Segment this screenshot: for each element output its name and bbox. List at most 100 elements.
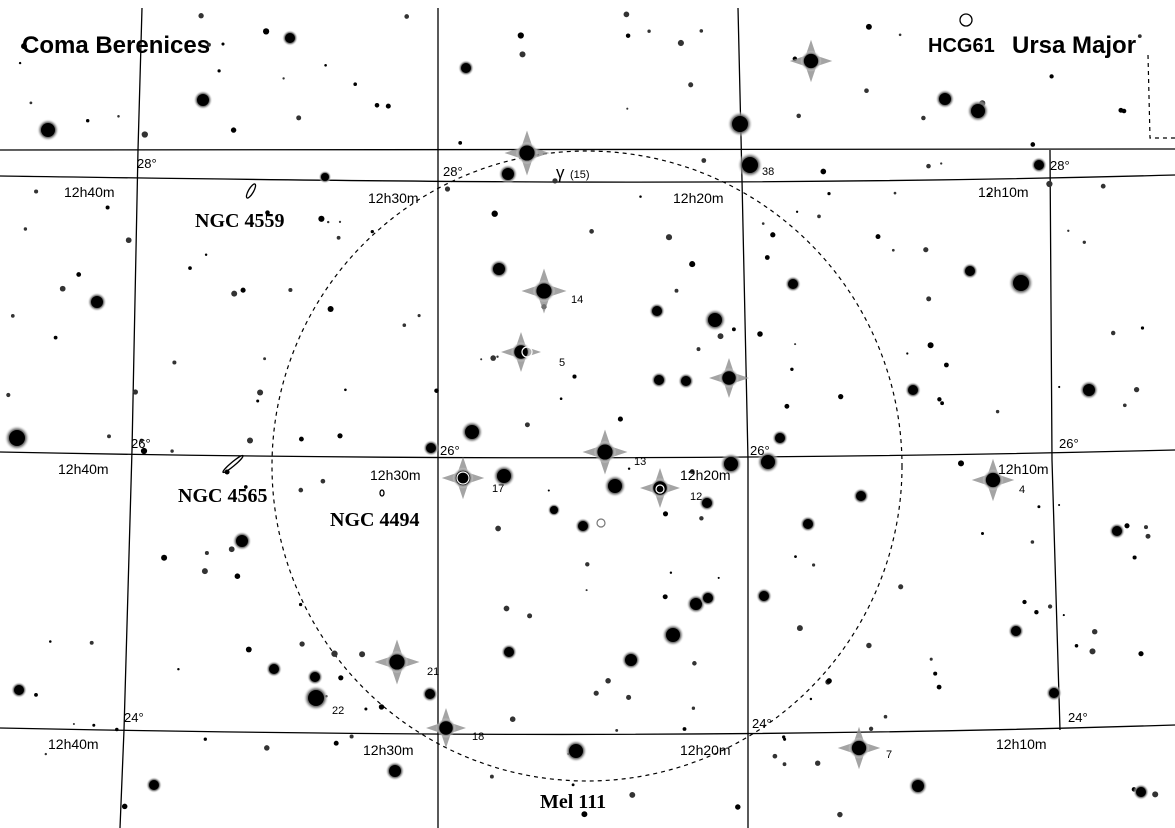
- faint-star: [417, 314, 421, 318]
- faint-star: [141, 131, 148, 138]
- faint-star: [257, 389, 264, 396]
- medium-stars: [4, 30, 1149, 800]
- faint-star: [117, 115, 120, 118]
- star: [282, 30, 298, 46]
- faint-star: [662, 594, 668, 600]
- faint-star: [201, 568, 208, 575]
- star-label: 13: [634, 456, 646, 468]
- faint-star: [327, 220, 330, 224]
- galaxy-ngc4494-symbol: [379, 489, 385, 497]
- faint-star: [1034, 610, 1039, 615]
- faint-star: [731, 327, 736, 332]
- faint-star: [1030, 142, 1036, 147]
- faint-star: [378, 704, 385, 710]
- star: [1008, 270, 1034, 296]
- faint-star: [177, 667, 180, 671]
- faint-star: [995, 409, 1000, 414]
- faint-star: [115, 727, 119, 732]
- star: [564, 739, 588, 763]
- faint-star: [353, 82, 357, 86]
- faint-star: [125, 237, 132, 244]
- star: [661, 623, 685, 647]
- star: [422, 686, 438, 702]
- faint-star: [1046, 180, 1053, 188]
- dec-label: 24°: [124, 710, 144, 725]
- dec-labels: 28° 28° 28° 26° 26° 26° 26° 24° 24° 24°: [124, 156, 1088, 731]
- faint-star: [581, 811, 588, 818]
- star: [460, 420, 484, 444]
- faint-star: [139, 438, 144, 443]
- faint-star: [794, 343, 797, 346]
- faint-star: [937, 397, 942, 402]
- faint-star: [627, 467, 631, 470]
- star: [756, 588, 772, 604]
- dec-label: 26°: [750, 443, 770, 458]
- ra-label: 12h20m: [680, 467, 731, 483]
- faint-star: [496, 355, 499, 358]
- dec-label: 28°: [1050, 158, 1070, 173]
- star: [853, 488, 869, 504]
- faint-star: [318, 215, 325, 222]
- faint-star: [677, 39, 684, 47]
- faint-star: [757, 331, 763, 337]
- faint-star: [764, 255, 770, 260]
- faint-star: [875, 234, 881, 240]
- faint-star: [790, 367, 794, 372]
- ra-label: 12h40m: [64, 184, 115, 200]
- faint-star: [240, 287, 246, 293]
- faint-star: [665, 234, 673, 241]
- faint-star: [217, 69, 221, 73]
- star: [4, 425, 30, 451]
- faint-star: [298, 602, 303, 607]
- faint-star: [1132, 555, 1137, 560]
- star-label: 14: [571, 294, 583, 306]
- faint-star: [772, 753, 778, 759]
- faint-star: [559, 397, 563, 401]
- star: [1046, 685, 1062, 701]
- star: [678, 373, 694, 389]
- label-ngc4494: NGC 4494: [330, 509, 419, 531]
- label-mel111: Mel 111: [540, 791, 606, 813]
- faint-star: [689, 261, 696, 268]
- ra-label: 12h30m: [363, 742, 414, 758]
- faint-star: [699, 29, 704, 33]
- faint-star: [838, 393, 844, 400]
- faint-star: [1049, 74, 1054, 79]
- faint-star: [344, 388, 347, 392]
- bright-star: [971, 458, 1015, 502]
- faint-star: [206, 42, 211, 47]
- galaxy-ngc4565-symbol: [222, 454, 244, 474]
- star: [193, 90, 213, 110]
- faint-star: [783, 737, 787, 741]
- faint-star: [53, 335, 58, 340]
- faint-star: [527, 613, 533, 619]
- faint-star: [809, 697, 813, 701]
- faint-star: [1030, 540, 1035, 544]
- star: [36, 118, 60, 142]
- faint-star: [770, 232, 776, 238]
- faint-star: [1122, 403, 1127, 408]
- star-label: 18: [472, 731, 484, 743]
- faint-star: [921, 115, 926, 121]
- star: [966, 99, 990, 123]
- faint-star: [943, 362, 949, 368]
- faint-star: [480, 358, 483, 361]
- faint-star: [18, 61, 22, 65]
- star: [1079, 380, 1099, 400]
- faint-star: [243, 485, 248, 489]
- faint-star: [444, 186, 451, 192]
- faint-star: [72, 722, 75, 726]
- ra-label: 12h30m: [370, 467, 421, 483]
- star-label: 12: [690, 491, 702, 503]
- star-label-gamma-flamsteed: (15): [570, 169, 590, 181]
- faint-star: [327, 305, 334, 313]
- ra-line-12h20: [737, 7, 749, 828]
- faint-star: [782, 762, 787, 767]
- faint-star: [263, 357, 267, 361]
- faint-star: [1145, 533, 1151, 539]
- faint-star: [796, 625, 803, 632]
- faint-star: [256, 399, 260, 403]
- faint-star: [519, 51, 526, 58]
- faint-star: [571, 783, 575, 787]
